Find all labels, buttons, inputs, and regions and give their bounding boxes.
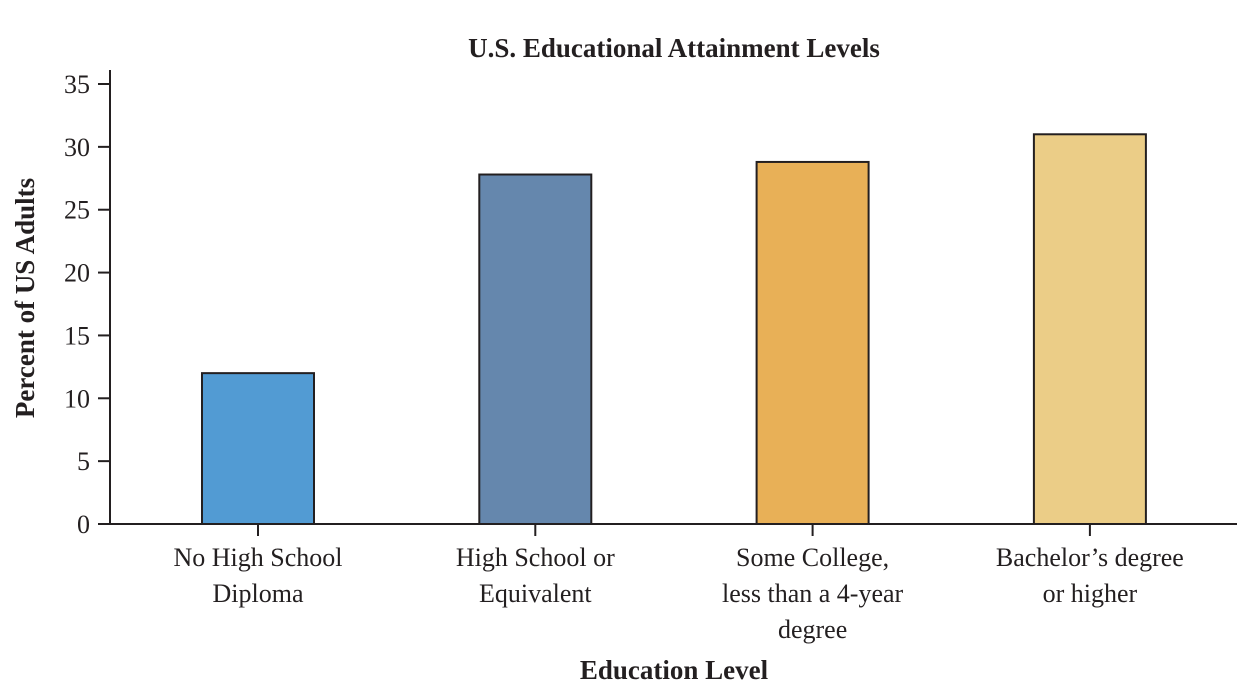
- bar: [201, 372, 315, 525]
- y-axis-title: Percent of US Adults: [10, 178, 40, 418]
- x-tick-label-line: or higher: [1043, 579, 1138, 608]
- x-tick-label: No High School Diploma: [174, 543, 343, 608]
- bar: [1032, 133, 1147, 526]
- y-tick-label: 25: [64, 196, 90, 225]
- bar: [755, 160, 870, 525]
- y-tick-label: 0: [77, 510, 90, 539]
- bar: [478, 173, 593, 525]
- y-tick-label: 35: [64, 70, 90, 99]
- x-tick-label: Some College, less than a 4-year degree: [722, 543, 904, 644]
- category-labels: No High School Diploma High School or Equiv…: [174, 543, 1184, 644]
- y-tick-label: 15: [64, 321, 90, 350]
- x-tick-label: Bachelor’s degree or higher: [996, 543, 1184, 608]
- y-tick-label: 30: [64, 133, 90, 162]
- x-tick-label-line: less than a 4-year: [722, 579, 904, 608]
- x-tick-label-line: degree: [778, 615, 847, 644]
- chart-title: U.S. Educational Attainment Levels: [468, 33, 880, 63]
- bars: [201, 133, 1147, 526]
- y-axis: 0 5 10 15 20 25 30 35: [64, 70, 111, 539]
- x-axis: [110, 523, 1237, 536]
- x-tick-label-line: Some College,: [736, 543, 889, 572]
- x-tick-label-line: Diploma: [213, 579, 304, 608]
- x-tick-label-line: Equivalent: [479, 579, 592, 608]
- y-tick-label: 10: [64, 384, 90, 413]
- y-tick-label: 5: [77, 447, 90, 476]
- x-tick-label: High School or Equivalent: [456, 543, 615, 608]
- y-tick-label: 20: [64, 259, 90, 288]
- x-tick-label-line: No High School: [174, 543, 343, 572]
- x-tick-label-line: High School or: [456, 543, 615, 572]
- x-tick-label-line: Bachelor’s degree: [996, 543, 1184, 572]
- x-axis-title: Education Level: [580, 655, 769, 685]
